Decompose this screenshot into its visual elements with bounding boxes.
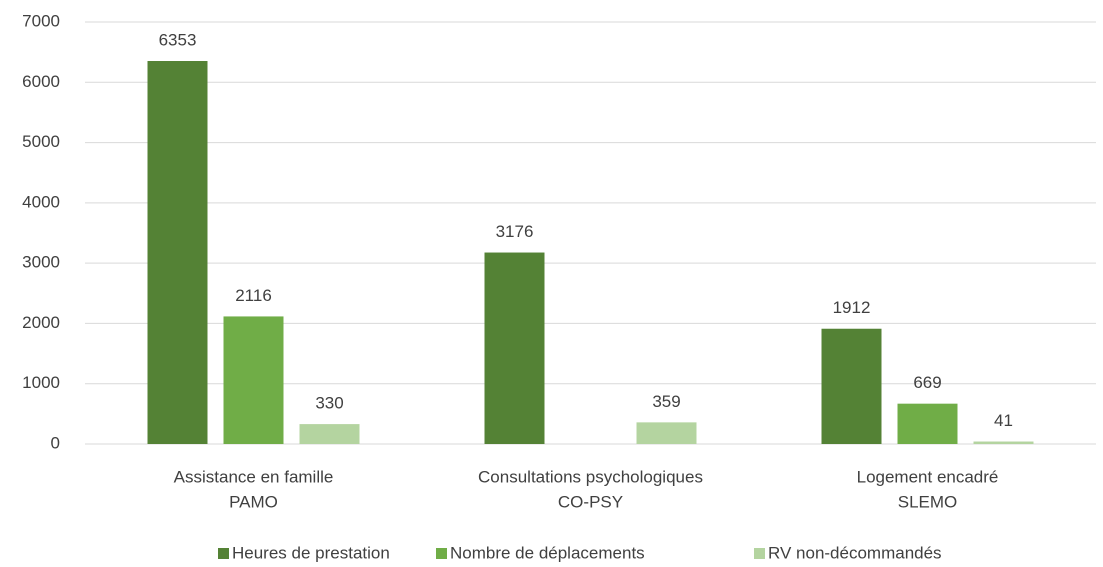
data-label: 669 [913, 373, 941, 392]
data-label: 330 [315, 394, 343, 413]
y-tick-label: 7000 [22, 11, 60, 30]
legend-swatch [436, 548, 447, 559]
legend-swatch [218, 548, 229, 559]
bar [821, 328, 882, 444]
x-tick-label: CO-PSY [558, 492, 623, 511]
data-label: 2116 [235, 286, 272, 305]
bar [299, 424, 360, 444]
x-tick-label: Consultations psychologiques [478, 467, 703, 486]
legend-label: RV non-décommandés [768, 543, 942, 562]
y-tick-label: 4000 [22, 192, 60, 211]
legend-label: Nombre de déplacements [450, 543, 645, 562]
bar [973, 441, 1034, 444]
y-tick-label: 6000 [22, 72, 60, 91]
x-tick-label: Logement encadré [857, 467, 999, 486]
data-label: 6353 [159, 30, 197, 49]
bar [636, 422, 697, 444]
data-label: 359 [652, 392, 680, 411]
legend-swatch [754, 548, 765, 559]
bar [484, 252, 545, 444]
y-tick-label: 1000 [22, 373, 60, 392]
x-tick-label: PAMO [229, 492, 278, 511]
y-tick-label: 5000 [22, 132, 60, 151]
legend-label: Heures de prestation [232, 543, 390, 562]
bar [147, 61, 208, 445]
data-label: 41 [994, 411, 1013, 430]
y-tick-label: 0 [51, 433, 60, 452]
x-tick-label: SLEMO [898, 492, 958, 511]
bar [897, 403, 958, 444]
data-label: 1912 [833, 298, 871, 317]
x-tick-label: Assistance en famille [174, 467, 334, 486]
bar [223, 316, 284, 444]
y-tick-label: 2000 [22, 313, 60, 332]
y-tick-label: 3000 [22, 253, 60, 272]
data-label: 3176 [496, 222, 534, 241]
